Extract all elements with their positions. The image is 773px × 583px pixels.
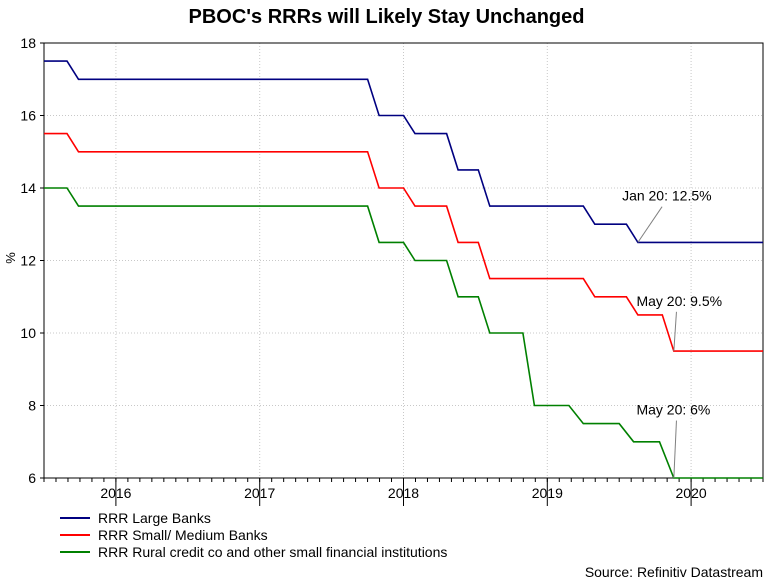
x-tick-label: 2016 (100, 485, 131, 501)
x-tick-label: 2020 (676, 485, 707, 501)
series-lines (44, 60, 763, 479)
legend-label: RRR Rural credit co and other small fina… (98, 543, 448, 560)
legend: RRR Large Banks RRR Small/ Medium Banks RR… (60, 509, 447, 560)
y-tick-label: 14 (20, 180, 36, 196)
y-tick-label: 6 (28, 470, 36, 486)
y-tick-label: 18 (20, 35, 36, 51)
y-axis-label: % (3, 252, 18, 264)
legend-label: RRR Large Banks (98, 509, 211, 526)
legend-item: RRR Small/ Medium Banks (60, 526, 447, 543)
source-note: Source: Refinitiv Datastream (584, 564, 763, 580)
y-tick-label: 12 (20, 253, 36, 269)
legend-item: RRR Large Banks (60, 509, 447, 526)
annotations: Jan 20: 12.5% May 20: 9.5% May 20: 6% (622, 188, 722, 479)
annotation-leader-line (673, 420, 677, 479)
annotation-label: May 20: 6% (636, 402, 710, 418)
axes: 6 8 10 12 14 16 18 2016 2017 2018 2019 2020 (20, 35, 764, 506)
series-line-1 (44, 60, 763, 244)
y-tick-label: 10 (20, 325, 36, 341)
legend-item: RRR Rural credit co and other small fina… (60, 543, 447, 560)
legend-swatch (60, 516, 90, 519)
legend-label: RRR Small/ Medium Banks (98, 526, 268, 543)
annotation-label: Jan 20: 12.5% (622, 188, 712, 204)
x-tick-label: 2019 (532, 485, 563, 501)
y-tick-label: 16 (20, 108, 36, 124)
annotation-leader-line (673, 311, 677, 352)
annotation-leader-line (637, 206, 663, 243)
x-tick-label: 2018 (388, 485, 419, 501)
legend-swatch (60, 550, 90, 553)
series-line-2 (44, 132, 763, 352)
series-line-3 (44, 187, 763, 479)
chart-title: PBOC's RRRs will Likely Stay Unchanged (188, 6, 585, 28)
legend-swatch (60, 533, 90, 536)
annotation-label: May 20: 9.5% (636, 293, 722, 309)
y-tick-label: 8 (28, 398, 36, 414)
x-tick-label: 2017 (244, 485, 275, 501)
